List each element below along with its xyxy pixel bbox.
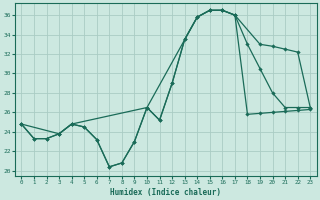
- X-axis label: Humidex (Indice chaleur): Humidex (Indice chaleur): [110, 188, 221, 197]
